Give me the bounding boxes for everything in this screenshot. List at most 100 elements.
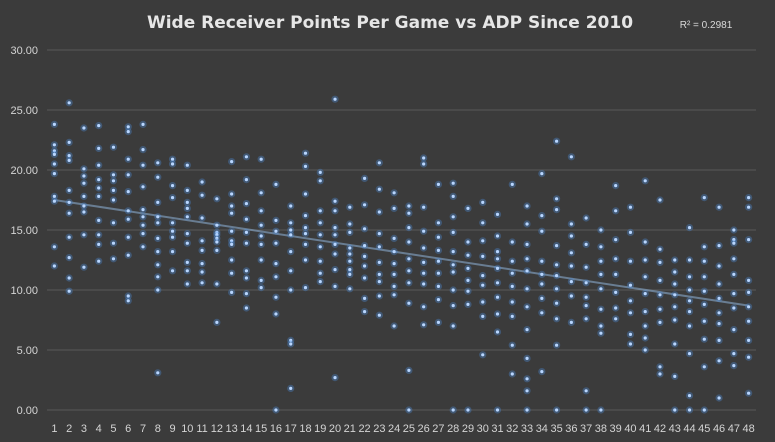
data-point [80, 231, 88, 239]
data-point [420, 227, 428, 235]
data-point [612, 236, 620, 244]
data-point [242, 215, 251, 223]
data-point [552, 315, 561, 323]
x-tick-label: 30 [477, 423, 489, 435]
data-point [641, 308, 649, 316]
data-point [109, 239, 118, 247]
data-point [612, 255, 620, 263]
data-point [316, 278, 324, 286]
data-point [213, 234, 221, 242]
data-point [449, 192, 457, 200]
data-point [168, 248, 177, 256]
data-point [360, 262, 369, 270]
x-tick-label: 27 [432, 423, 444, 435]
data-point [567, 318, 575, 326]
data-point [405, 202, 413, 210]
data-point [715, 320, 723, 328]
data-point [257, 155, 265, 163]
data-point [183, 280, 191, 288]
data-point [80, 124, 88, 132]
data-point [597, 243, 605, 251]
data-point [287, 231, 295, 239]
data-point [346, 203, 354, 211]
data-point [612, 315, 620, 323]
data-point [168, 155, 177, 163]
x-tick-label: 24 [388, 423, 400, 435]
data-point [301, 230, 310, 238]
data-point [715, 262, 723, 270]
data-point [508, 257, 516, 265]
data-point [80, 202, 88, 210]
data-point [95, 184, 103, 192]
data-point [154, 273, 162, 281]
data-point [50, 150, 58, 158]
data-point [168, 227, 177, 235]
data-point [508, 370, 516, 378]
trendline-group [54, 199, 749, 307]
data-point [671, 291, 679, 299]
data-point [331, 240, 339, 248]
data-point [449, 179, 457, 187]
data-point [612, 304, 620, 312]
data-point [597, 257, 605, 265]
data-point [493, 255, 502, 263]
data-point [65, 156, 73, 164]
data-point [50, 243, 58, 251]
data-point [242, 304, 251, 312]
data-point [242, 267, 251, 275]
data-point [154, 213, 162, 221]
data-point [508, 341, 516, 349]
data-point [95, 216, 103, 224]
data-point [730, 255, 738, 263]
data-point [360, 274, 369, 282]
data-point [538, 309, 546, 317]
data-point [213, 238, 221, 246]
data-point [612, 182, 620, 190]
data-point [641, 273, 649, 281]
data-point [95, 257, 103, 265]
data-point [390, 282, 398, 290]
data-point [700, 335, 708, 343]
data-point [139, 206, 147, 214]
data-point [685, 406, 694, 414]
data-point [272, 180, 280, 188]
x-tick-label: 46 [713, 423, 725, 435]
data-point [390, 291, 398, 299]
data-point [449, 213, 457, 221]
data-point [567, 292, 575, 300]
data-point [523, 202, 531, 210]
data-point [287, 340, 295, 348]
data-point [552, 272, 561, 280]
data-point [567, 220, 575, 228]
data-point [700, 317, 708, 325]
data-point [700, 300, 708, 308]
data-point [508, 282, 516, 290]
data-point [449, 261, 457, 269]
x-tick-label: 28 [447, 423, 459, 435]
data-point [434, 219, 443, 227]
data-point [523, 303, 531, 311]
x-tick-label: 42 [654, 423, 666, 435]
x-axis-ticks: 1 2 3 4 5 6 7 8 9 10 11 12 13 14 15 16 17 18 19 20 21 22 23 24 2… [51, 423, 754, 435]
x-tick-label: 14 [240, 423, 252, 435]
data-point [523, 375, 531, 383]
x-tick-label: 39 [610, 423, 622, 435]
data-point [552, 195, 561, 203]
data-point [700, 287, 708, 295]
data-point [360, 242, 369, 250]
data-point [257, 207, 265, 215]
data-point [730, 362, 738, 370]
data-point [745, 303, 753, 311]
data-point [287, 202, 295, 210]
data-point [449, 228, 457, 236]
data-point [508, 238, 516, 246]
data-point [641, 290, 649, 298]
data-point [405, 224, 413, 232]
data-point [154, 159, 162, 167]
data-point [65, 152, 73, 160]
data-point [626, 340, 635, 348]
data-point [538, 257, 546, 265]
data-point [420, 303, 428, 311]
data-point [316, 219, 324, 227]
